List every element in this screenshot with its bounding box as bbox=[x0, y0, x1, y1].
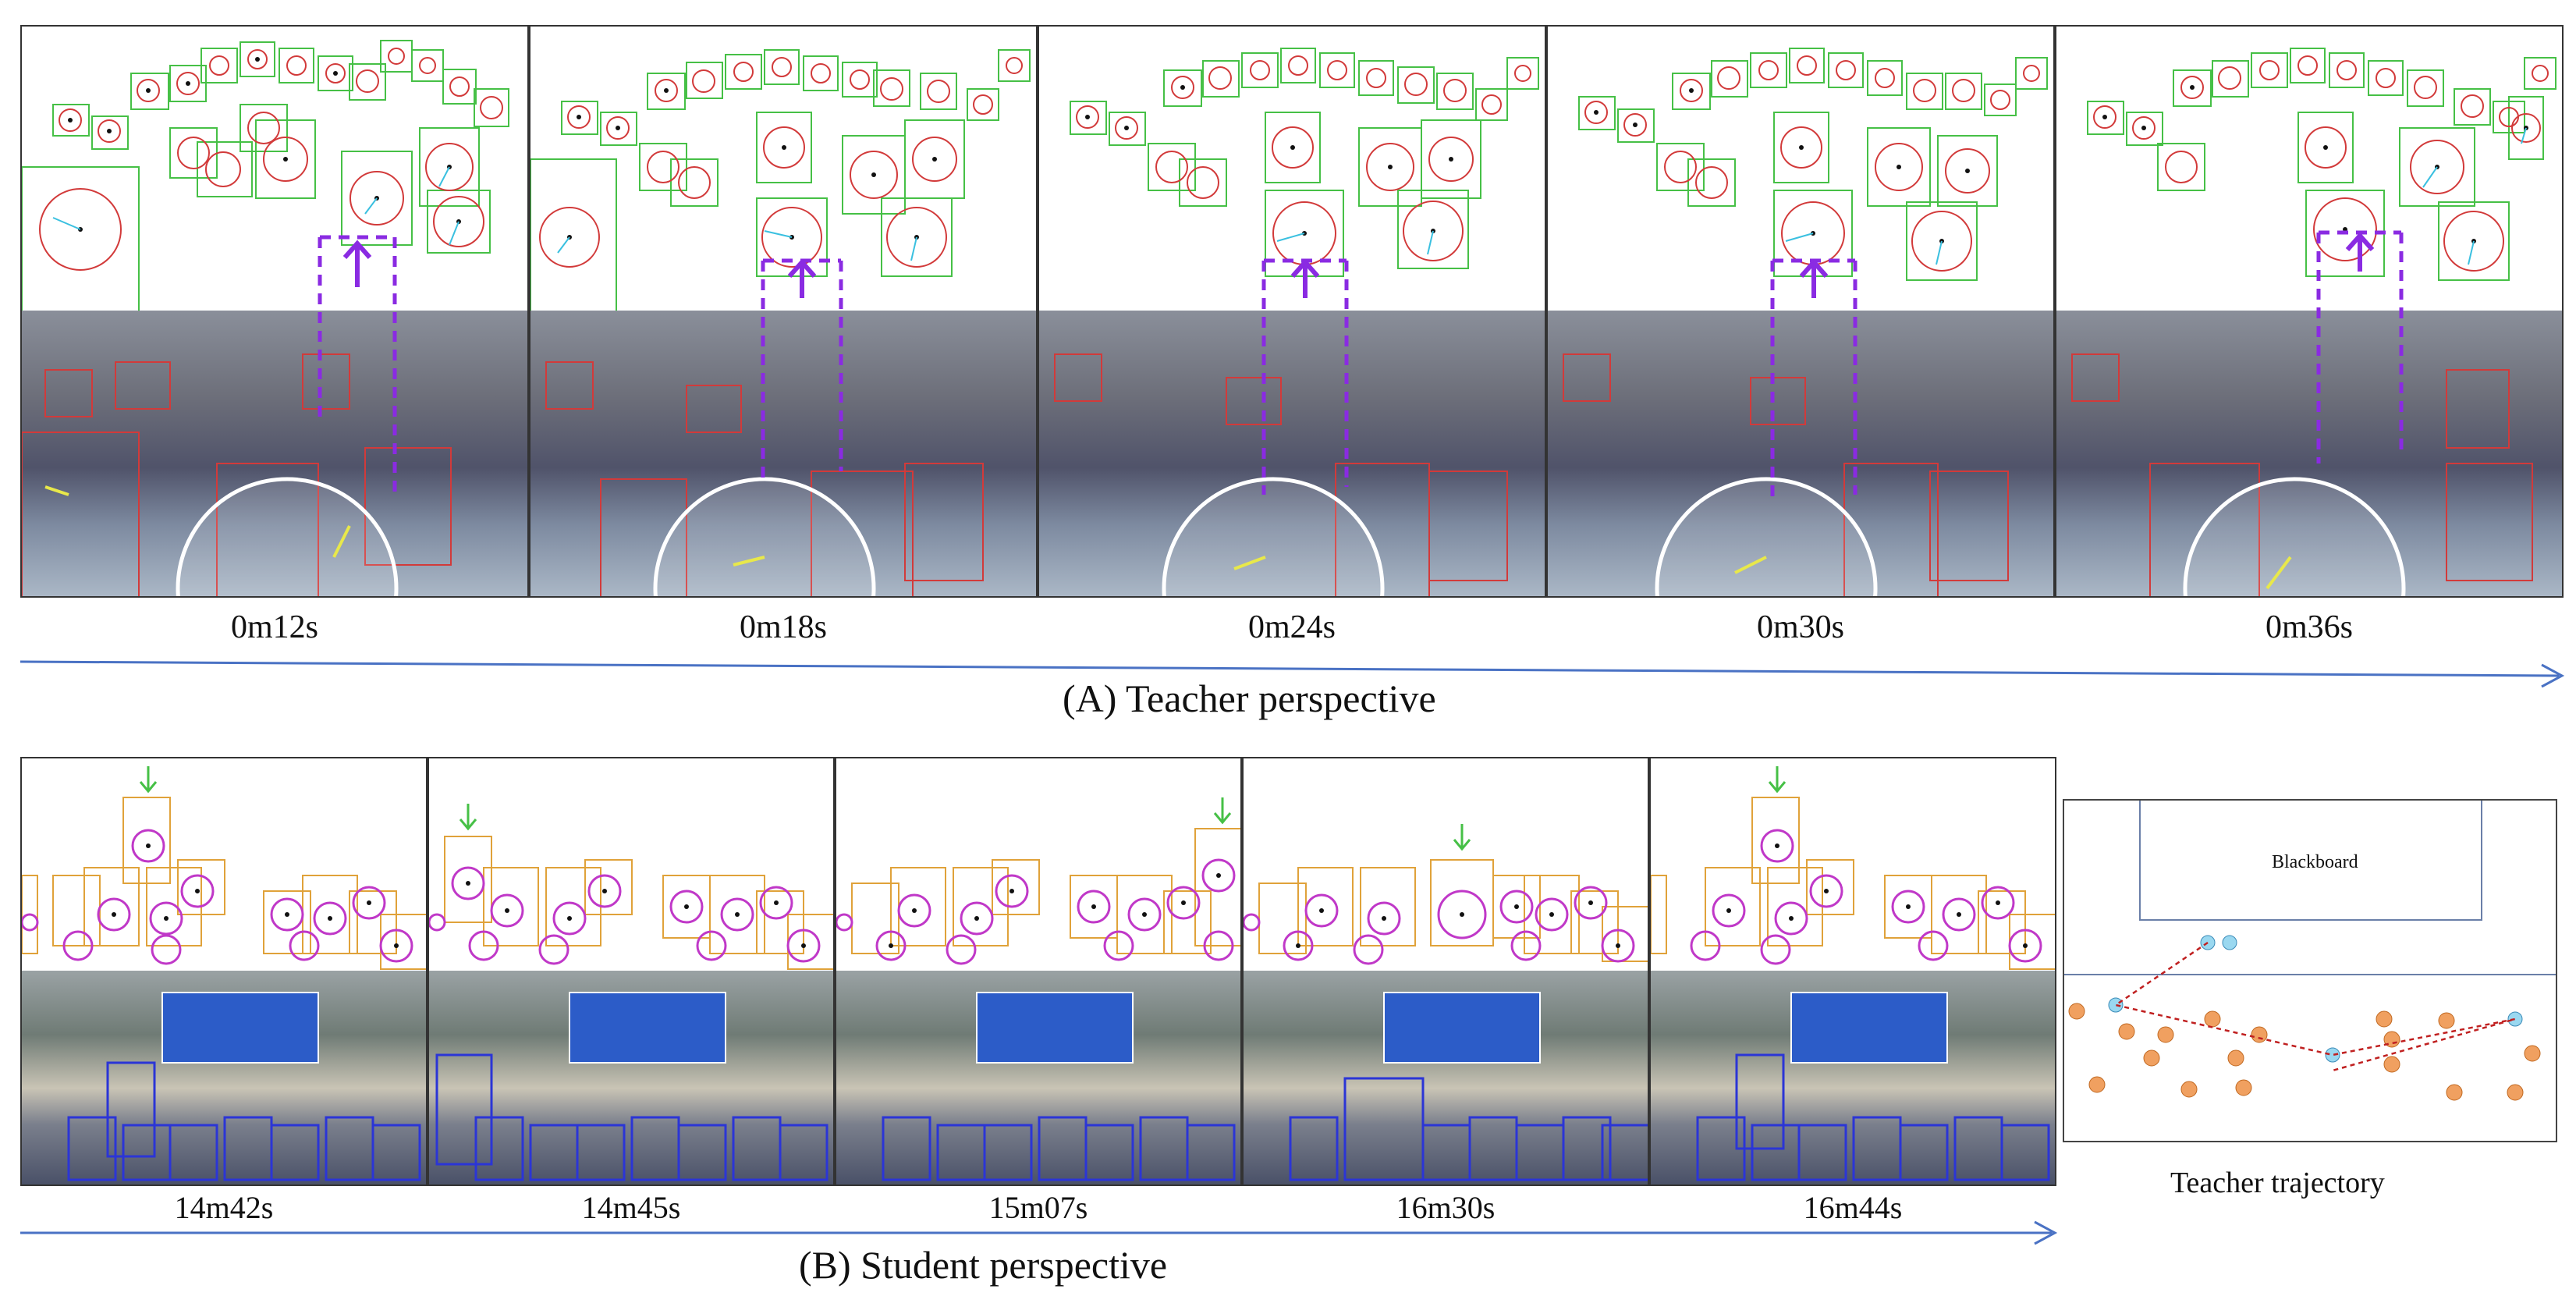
timestamp: 16m30s bbox=[1396, 1190, 1496, 1225]
classroom-photo-4 bbox=[1548, 311, 2053, 596]
teacher-perspective-caption: (A) Teacher perspective bbox=[1063, 677, 1436, 720]
student-overlay-2 bbox=[435, 992, 829, 1181]
classroom-photo-5 bbox=[2056, 311, 2562, 596]
student-graph-2 bbox=[429, 804, 833, 1133]
timestamp: 0m12s bbox=[230, 609, 318, 645]
student-overlay-1 bbox=[67, 992, 421, 1181]
timestamp: 16m44s bbox=[1803, 1190, 1903, 1225]
pose-graph-5 bbox=[2087, 48, 2556, 281]
student-graph-5 bbox=[1651, 766, 2055, 1133]
timestamp: 0m36s bbox=[2265, 609, 2353, 645]
overlay-5 bbox=[2071, 230, 2533, 596]
pose-graph-2 bbox=[530, 49, 1031, 316]
student-frame-3 bbox=[835, 757, 1242, 1186]
classroom-photo-3 bbox=[1039, 311, 1545, 596]
student-overlay-5 bbox=[1696, 992, 2050, 1181]
trajectory-drawing bbox=[2068, 935, 2541, 1101]
timestamp: 14m42s bbox=[174, 1190, 274, 1225]
blackboard-label: Blackboard bbox=[2272, 852, 2358, 872]
aisle-line bbox=[2064, 974, 2556, 975]
student-overlay-3 bbox=[882, 992, 1236, 1181]
pose-graph-3 bbox=[1070, 48, 1539, 277]
timestamp: 0m30s bbox=[1756, 609, 1844, 645]
teacher-frame-3 bbox=[1038, 25, 1546, 598]
student-graph-3 bbox=[836, 797, 1240, 965]
timestamp: 15m07s bbox=[988, 1190, 1088, 1225]
pose-graph-1 bbox=[22, 40, 509, 339]
teacher-trajectory-map: Blackboard bbox=[2063, 799, 2557, 1142]
overlay-3 bbox=[1054, 258, 1508, 596]
student-frame-2 bbox=[428, 757, 835, 1186]
student-frame-5 bbox=[1649, 757, 2056, 1186]
overlay-2 bbox=[545, 258, 984, 596]
teacher-trajectory-title: Teacher trajectory bbox=[2170, 1167, 2385, 1199]
classroom-photo-2 bbox=[530, 311, 1036, 596]
student-frame-1 bbox=[20, 757, 428, 1186]
student-perspective-caption: (B) Student perspective bbox=[799, 1243, 1168, 1287]
classroom-photo-1 bbox=[22, 311, 527, 596]
timestamp: 0m18s bbox=[739, 609, 827, 645]
blackboard bbox=[2139, 801, 2482, 921]
teacher-frame-2 bbox=[529, 25, 1038, 598]
teacher-frame-5 bbox=[2055, 25, 2564, 598]
student-frame-4 bbox=[1242, 757, 1649, 1186]
overlay-4 bbox=[1563, 258, 2009, 596]
student-graph-1 bbox=[22, 766, 426, 1133]
teacher-frame-4 bbox=[1546, 25, 2055, 598]
timestamp: 0m24s bbox=[1247, 609, 1336, 645]
student-overlay-4 bbox=[1289, 992, 1648, 1181]
pose-graph-4 bbox=[1578, 48, 2048, 281]
timestamp: 14m45s bbox=[581, 1190, 681, 1225]
overlay-1 bbox=[22, 235, 452, 596]
teacher-frame-1 bbox=[20, 25, 529, 598]
